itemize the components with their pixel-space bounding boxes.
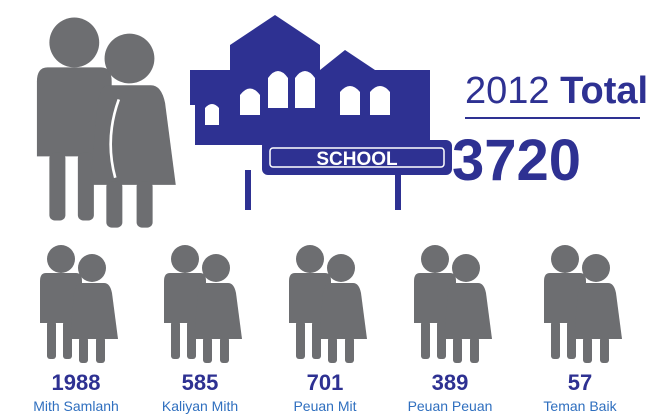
group-value: 1988 xyxy=(52,370,101,395)
total-heading: 2012 Total: xyxy=(465,70,649,112)
group-name: Kaliyan Mith xyxy=(162,398,238,414)
kids-silhouette xyxy=(164,245,242,363)
group-value: 585 xyxy=(182,370,219,395)
kids-icon xyxy=(150,245,250,363)
group-name: Peuan Peuan xyxy=(408,398,493,414)
year: 2012 xyxy=(465,70,550,112)
kids-icon xyxy=(400,245,500,363)
kids-silhouette xyxy=(414,245,492,363)
group-name: Mith Samlanh xyxy=(33,398,119,414)
group-value: 701 xyxy=(307,370,344,395)
group-value: 389 xyxy=(432,370,469,395)
groups: 1988 Mith Samlanh 585 Kaliyan Mith 701 Peuan … xyxy=(26,245,630,414)
group-name: Peuan Mit xyxy=(293,398,356,414)
kids-silhouette xyxy=(289,245,367,363)
group-name: Teman Baik xyxy=(543,398,617,414)
sign-text: SCHOOL xyxy=(316,149,398,170)
fill-level xyxy=(400,343,500,363)
total-value: 3720 xyxy=(452,128,581,193)
school-icon xyxy=(190,15,452,210)
fill-level xyxy=(530,360,630,363)
kids-icon xyxy=(275,245,375,363)
big-kids-icon xyxy=(12,18,190,233)
kids-silhouette xyxy=(40,245,118,363)
total-label: Total: xyxy=(560,70,649,112)
infographic: SCHOOL 2012 Total: 3720 1988 Mith Samlanh… xyxy=(0,0,649,418)
kids-icon xyxy=(530,245,630,363)
kids-icon xyxy=(26,245,126,363)
group-value: 57 xyxy=(568,370,592,395)
kids-silhouette xyxy=(544,245,622,363)
